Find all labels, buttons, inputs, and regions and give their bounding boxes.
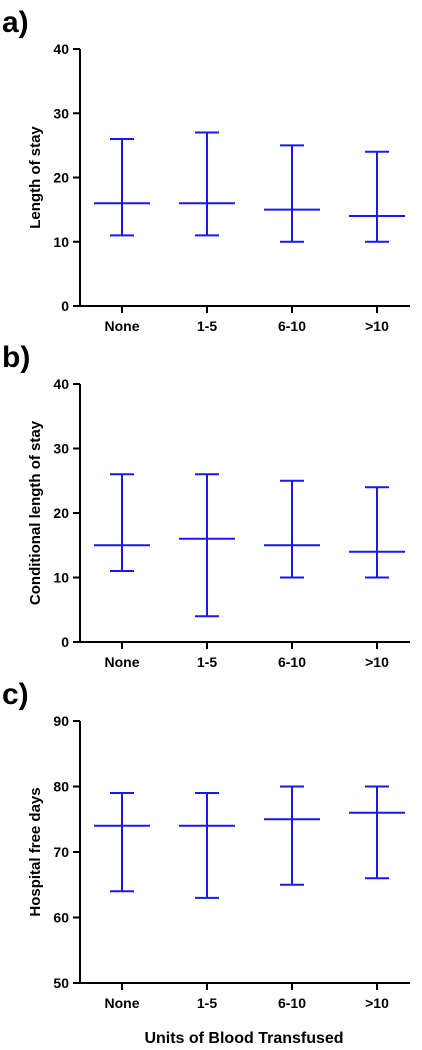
error-bar	[94, 792, 150, 893]
error-bar	[349, 486, 405, 579]
y-tick-label: 10	[53, 234, 69, 250]
y-tick-label: 80	[53, 779, 69, 795]
y-axis-title: Conditional length of stay	[27, 420, 44, 605]
error-bar	[349, 785, 405, 880]
y-axis-title: Length of stay	[27, 126, 44, 229]
panel-label: c)	[2, 678, 29, 711]
x-tick-label: 6-10	[278, 654, 306, 670]
y-tick-label: 20	[53, 170, 69, 186]
y-tick-label: 60	[53, 910, 69, 926]
panel-label: b)	[2, 341, 30, 374]
x-tick-label: None	[105, 654, 140, 670]
x-tick-label: 1-5	[197, 995, 217, 1011]
panel-3: c) 50 60 70 80 90 None 1-5 6-10 >10 Hospital free …	[2, 678, 410, 1011]
error-bar	[264, 144, 320, 243]
error-bar	[264, 479, 320, 579]
x-tick-label: >10	[365, 654, 389, 670]
y-tick-label: 40	[53, 41, 69, 57]
y-tick-label: 30	[53, 441, 69, 457]
x-tick-label: None	[105, 318, 140, 334]
x-axis-title: Units of Blood Transfused	[144, 1030, 343, 1047]
x-tick-label: 6-10	[278, 318, 306, 334]
y-tick-label: 90	[53, 713, 69, 729]
x-tick-label: None	[105, 995, 140, 1011]
error-bar	[94, 137, 150, 237]
y-tick-label: 20	[53, 505, 69, 521]
y-axis-title: Hospital free days	[27, 787, 44, 916]
y-tick-label: 50	[53, 975, 69, 991]
panel-label: a)	[2, 6, 29, 39]
panel-1: a) 0 10 20 30 40 None 1-5 6-10 >10 Length of stay	[2, 6, 410, 334]
y-tick-label: 0	[61, 298, 69, 314]
error-bar	[94, 473, 150, 573]
x-tick-label: >10	[365, 995, 389, 1011]
error-bar	[349, 150, 405, 243]
error-bar	[264, 785, 320, 886]
error-bar	[179, 792, 235, 899]
x-tick-label: >10	[365, 318, 389, 334]
y-tick-label: 70	[53, 844, 69, 860]
y-tick-label: 40	[53, 376, 69, 392]
x-tick-label: 1-5	[197, 654, 217, 670]
x-tick-label: 1-5	[197, 318, 217, 334]
x-tick-label: 6-10	[278, 995, 306, 1011]
y-tick-label: 10	[53, 570, 69, 586]
y-tick-label: 30	[53, 105, 69, 121]
panel-2: b) 0 10 20 30 40 None 1-5 6-10 >10 Conditional len…	[2, 341, 410, 670]
error-bar	[179, 473, 235, 618]
y-tick-label: 0	[61, 634, 69, 650]
error-bar	[179, 131, 235, 237]
